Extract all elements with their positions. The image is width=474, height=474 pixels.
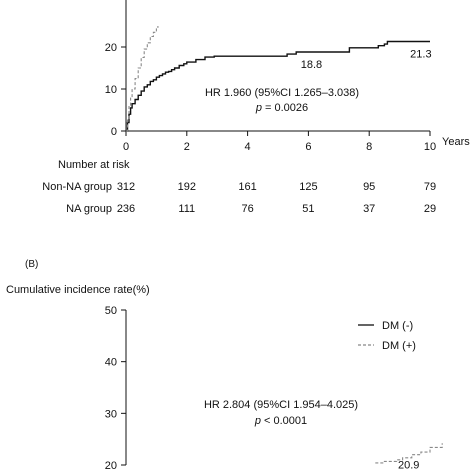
risk-cell: 192: [178, 181, 196, 193]
panel-b-p-text: < 0.0001: [261, 415, 307, 427]
panel-b-annotations: 20.9: [398, 460, 419, 472]
risk-cell: 29: [424, 203, 436, 215]
panel-b-p-label: p: [254, 415, 261, 427]
panel-a-p-value: p = 0.0026: [255, 102, 308, 114]
panel-b-axes: 20 30 40 50: [105, 305, 127, 472]
a-annotation-label: 21.3: [410, 49, 431, 61]
panel-b-series: [375, 443, 443, 464]
risk-cell: 95: [363, 181, 375, 193]
panel-a-x-axis-label: Years: [442, 136, 470, 148]
a-x-tick-label: 8: [366, 141, 372, 153]
panel-b-p-value: p < 0.0001: [254, 415, 307, 427]
panel-a-p-label: p: [255, 102, 262, 114]
risk-cell: 37: [363, 203, 375, 215]
risk-cell: 125: [299, 181, 317, 193]
risk-cell: 161: [238, 181, 256, 193]
risk-cell: 312: [117, 181, 135, 193]
panel-a-p-text: = 0.0026: [262, 102, 308, 114]
risk-cell: 79: [424, 181, 436, 193]
b-annotation-label: 20.9: [398, 460, 419, 472]
panel-a-axes: 0 10 20 0 2 4 6 8 10: [105, 0, 436, 153]
a-x-tick-label: 0: [123, 141, 129, 153]
panel-b-hr-text: HR 2.804 (95%CI 1.954–4.025): [204, 399, 358, 411]
panel-a-chart: 0 10 20 0 2 4 6 8 10 18.8 21.3 HR 1.960 (95%CI 1.…: [105, 0, 470, 153]
b-y-tick-label: 40: [105, 357, 117, 369]
risk-table: Number at risk Non-NA group 312 192 161 125 9…: [42, 159, 436, 215]
panel-b-label: (B): [25, 259, 38, 270]
a-x-tick-label: 6: [305, 141, 311, 153]
panel-a-hr-text: HR 1.960 (95%CI 1.265–3.038): [205, 87, 359, 99]
a-y-tick-label: 0: [111, 126, 117, 138]
legend-entry-label: DM (-): [382, 320, 413, 332]
a-y-tick-label: 10: [105, 84, 117, 96]
risk-cell: 76: [241, 203, 253, 215]
risk-table-title: Number at risk: [58, 159, 130, 171]
legend-entry-label: DM (+): [382, 340, 416, 352]
risk-cell: 236: [117, 203, 135, 215]
panel-b-y-axis-label: Cumulative incidence rate(%): [6, 284, 150, 296]
a-y-tick-label: 20: [105, 42, 117, 54]
a-annotation-label: 18.8: [301, 59, 322, 71]
risk-table-rows: Non-NA group 312 192 161 125 95 79 NA group 236 1…: [42, 181, 436, 215]
panel-b-legend: DM (-) DM (+): [358, 320, 416, 352]
a-x-tick-label: 10: [424, 141, 436, 153]
b-y-tick-label: 30: [105, 408, 117, 420]
panel-a-annotations: 18.8 21.3: [301, 49, 432, 72]
a-series-dashed-line: [126, 26, 159, 132]
panel-b-chart: (B) Cumulative incidence rate(%) 20 30 40 5…: [6, 259, 443, 472]
a-x-tick-label: 4: [245, 141, 251, 153]
risk-row-label: NA group: [66, 203, 112, 215]
risk-cell: 111: [178, 203, 195, 215]
risk-cell: 51: [302, 203, 314, 215]
a-x-tick-label: 2: [184, 141, 190, 153]
panel-a-series: [126, 26, 430, 132]
b-y-tick-label: 50: [105, 305, 117, 317]
risk-row-label: Non-NA group: [42, 181, 112, 193]
b-series-dashed-line: [375, 443, 443, 464]
b-y-tick-label: 20: [105, 460, 117, 472]
a-series-solid-line: [126, 40, 430, 132]
